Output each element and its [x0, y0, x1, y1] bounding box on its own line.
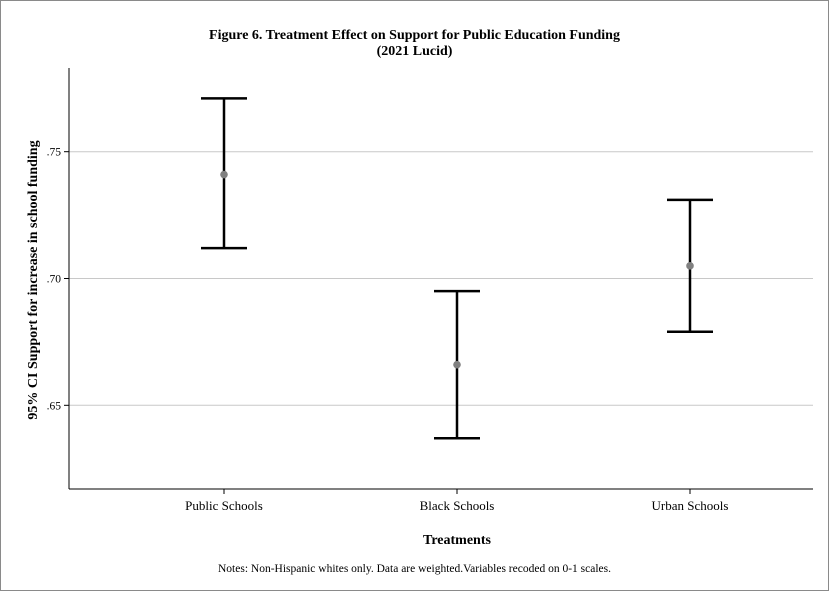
notes: Notes: Non-Hispanic whites only. Data ar…	[217, 563, 611, 575]
errorbar-2	[667, 198, 713, 334]
y-axis-title: 95% CI Support for increase in school fu…	[26, 140, 41, 419]
x-tick-label-1: Black Schools	[420, 498, 495, 513]
mean-point-1	[453, 360, 461, 369]
x-tick-label-0: Public Schools	[185, 498, 263, 513]
chart-title-block: Figure 6. Treatment Effect on Support fo…	[0, 28, 829, 60]
chart-subtitle: (2021 Lucid)	[376, 44, 453, 59]
x-tick-label-2: Urban Schools	[652, 498, 729, 513]
y-tick-label-1: .70	[47, 274, 62, 286]
errorbar-0	[201, 97, 247, 250]
y-tick-label-2: .75	[47, 147, 62, 159]
chart-title: Figure 6. Treatment Effect on Support fo…	[209, 28, 620, 43]
errorbar-1	[434, 289, 480, 440]
mean-point-2	[686, 262, 694, 270]
y-tick-label-0: .65	[47, 400, 62, 412]
mean-point-0	[220, 170, 228, 179]
x-axis-title: Treatments	[423, 533, 491, 548]
